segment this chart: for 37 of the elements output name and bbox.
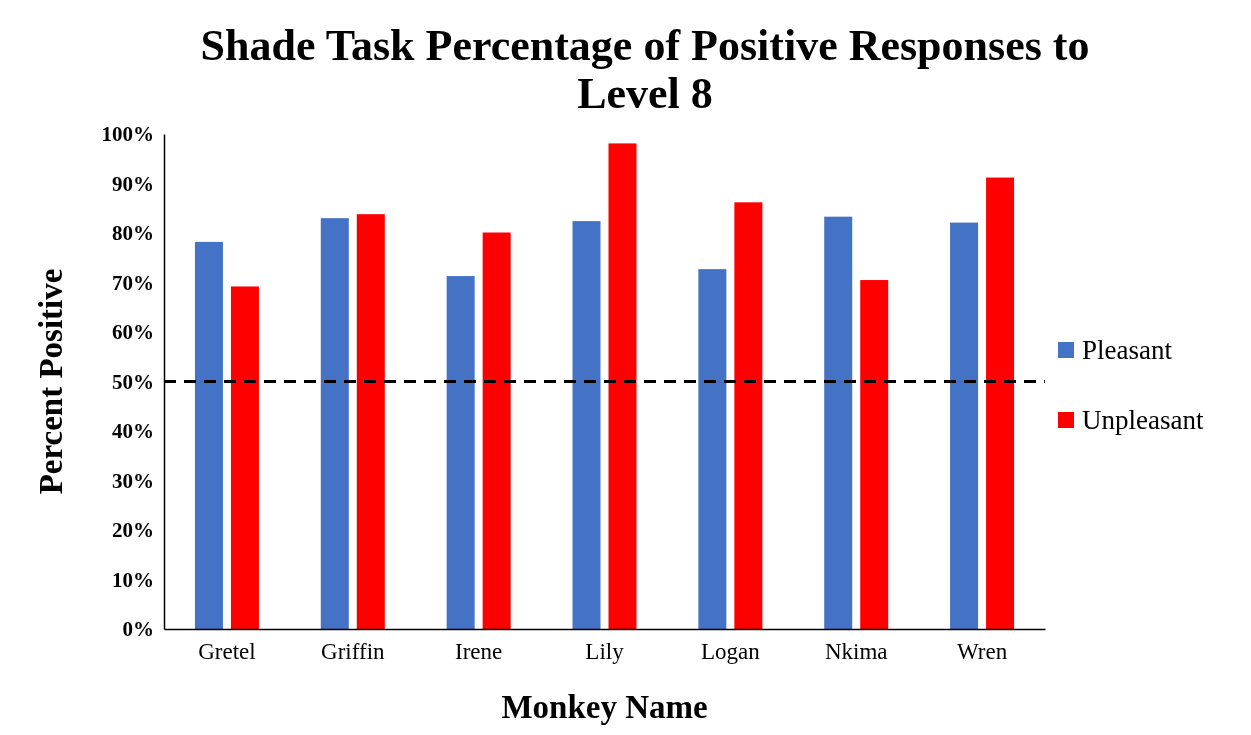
y-tick-label: 0% (122, 617, 154, 642)
y-tick-label: 10% (112, 567, 154, 592)
x-tick-label: Wren (956, 639, 1008, 665)
bar (230, 286, 259, 629)
x-tick-label: Lily (585, 639, 625, 665)
y-tick-label: 70% (112, 270, 154, 295)
bar (356, 214, 385, 629)
y-tick-label: 90% (112, 171, 154, 196)
y-tick-label: 80% (112, 221, 154, 246)
x-tick-label: Gretel (198, 639, 256, 665)
y-tick-label: 50% (112, 369, 154, 394)
bar (824, 216, 853, 629)
x-axis-title: Monkey Name (501, 689, 708, 725)
x-tick-label: Griffin (321, 639, 386, 665)
x-tick-label: Logan (700, 639, 761, 665)
y-axis-title: Percent Positive (33, 268, 69, 495)
bar (572, 221, 601, 629)
bar (446, 276, 475, 629)
x-tick-label: Nkima (824, 639, 888, 665)
bar (698, 269, 727, 629)
x-tick-label: Irene (455, 639, 503, 665)
bar (986, 177, 1015, 629)
bar (608, 143, 637, 629)
y-tick-label: 60% (112, 320, 154, 345)
y-tick-label: 20% (112, 518, 154, 543)
legend-label: Unpleasant (1082, 405, 1204, 435)
bar (482, 232, 511, 629)
bar (194, 241, 223, 629)
y-tick-label: 30% (112, 468, 154, 493)
bar (320, 218, 349, 629)
legend-label: Pleasant (1082, 335, 1173, 365)
y-tick-label: 100% (101, 122, 154, 147)
bar (734, 202, 763, 629)
chart-title: Shade Task Percentage of Positive Responses to Level 8 (200, 21, 1090, 118)
bar (950, 222, 979, 629)
bar (860, 280, 889, 629)
y-tick-label: 40% (112, 419, 154, 444)
